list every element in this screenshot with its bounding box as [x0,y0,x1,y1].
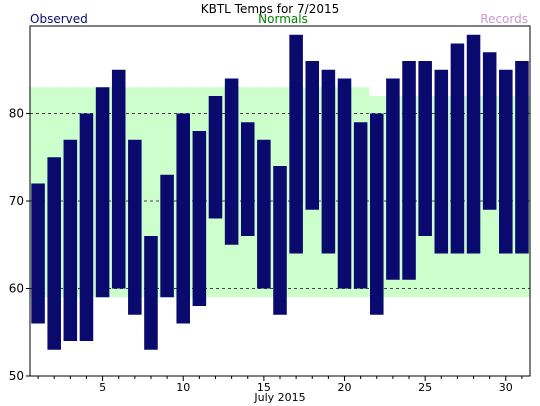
observed-bar-day-9 [160,174,174,298]
observed-bar-day-18 [305,61,320,210]
observed-bar-day-3 [63,139,78,341]
observed-bar-day-7 [128,139,142,315]
observed-bar-day-23 [386,78,400,280]
observed-bar-day-1 [31,183,45,324]
observed-bar-day-25 [418,61,432,236]
observed-bar-day-21 [353,122,368,289]
observed-bar-day-22 [370,113,384,315]
y-tick-label-50: 50 [9,369,24,383]
observed-bar-day-20 [337,78,352,289]
observed-bar-day-12 [208,96,223,219]
observed-bar-day-28 [466,34,481,254]
x-tick-label-5: 5 [99,381,106,394]
observed-bar-day-8 [144,236,158,350]
y-tick-label-80: 80 [9,107,24,121]
observed-bar-day-19 [321,69,336,254]
observed-bar-day-10 [176,113,190,324]
x-tick-label-20: 20 [338,381,352,394]
observed-bar-day-31 [515,61,529,254]
legend-observed: Observed [30,12,88,26]
x-tick-label-15: 15 [257,381,271,394]
observed-bar-day-14 [240,122,255,236]
observed-bar-day-16 [273,166,287,315]
observed-bar-day-29 [482,52,497,210]
observed-bar-day-6 [111,69,126,289]
y-tick-label-60: 60 [9,282,24,296]
observed-bar-day-26 [434,69,449,254]
observed-bar-day-24 [402,61,416,280]
observed-bar-day-13 [224,78,239,245]
observed-bar-day-27 [450,43,465,254]
legend-normals: Normals [258,12,308,26]
x-tick-label-30: 30 [499,381,513,394]
observed-bar-day-11 [192,131,207,306]
observed-bar-day-4 [79,113,94,341]
x-axis-label: July 2015 [253,391,305,404]
observed-bar-day-2 [47,157,61,350]
x-axis: 5 10 15 20 25 30 [37,376,523,394]
x-tick-label-25: 25 [418,381,432,394]
chart-title: KBTL Temps for 7/2015 [201,2,340,16]
observed-bar-day-5 [95,87,110,298]
x-tick-label-10: 10 [176,381,190,394]
y-axis: 50 60 70 80 [9,107,30,383]
observed-bar-day-15 [257,139,271,289]
observed-bar-day-30 [499,69,513,254]
y-tick-label-70: 70 [9,194,24,208]
observed-bar-day-17 [289,34,303,254]
observed-bars [31,34,529,350]
legend-records: Records [480,12,528,26]
